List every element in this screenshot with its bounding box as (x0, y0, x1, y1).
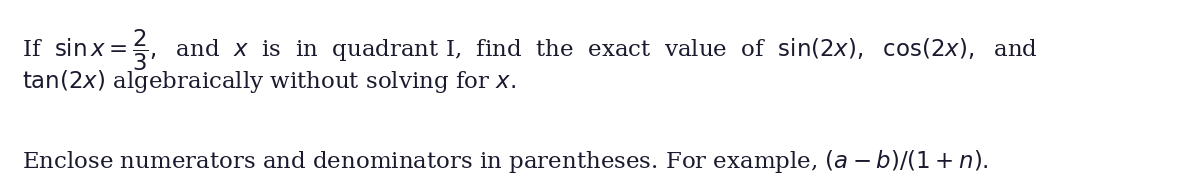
Text: Enclose numerators and denominators in parentheses. For example, $(a - b)/(1 + n: Enclose numerators and denominators in p… (22, 148, 989, 175)
Text: If  $\sin x = \dfrac{2}{3},$  and  $x$  is  in  quadrant I,  find  the  exact  v: If $\sin x = \dfrac{2}{3},$ and $x$ is i… (22, 28, 1038, 73)
Text: $\tan(2x)$ algebraically without solving for $x.$: $\tan(2x)$ algebraically without solving… (22, 68, 516, 95)
